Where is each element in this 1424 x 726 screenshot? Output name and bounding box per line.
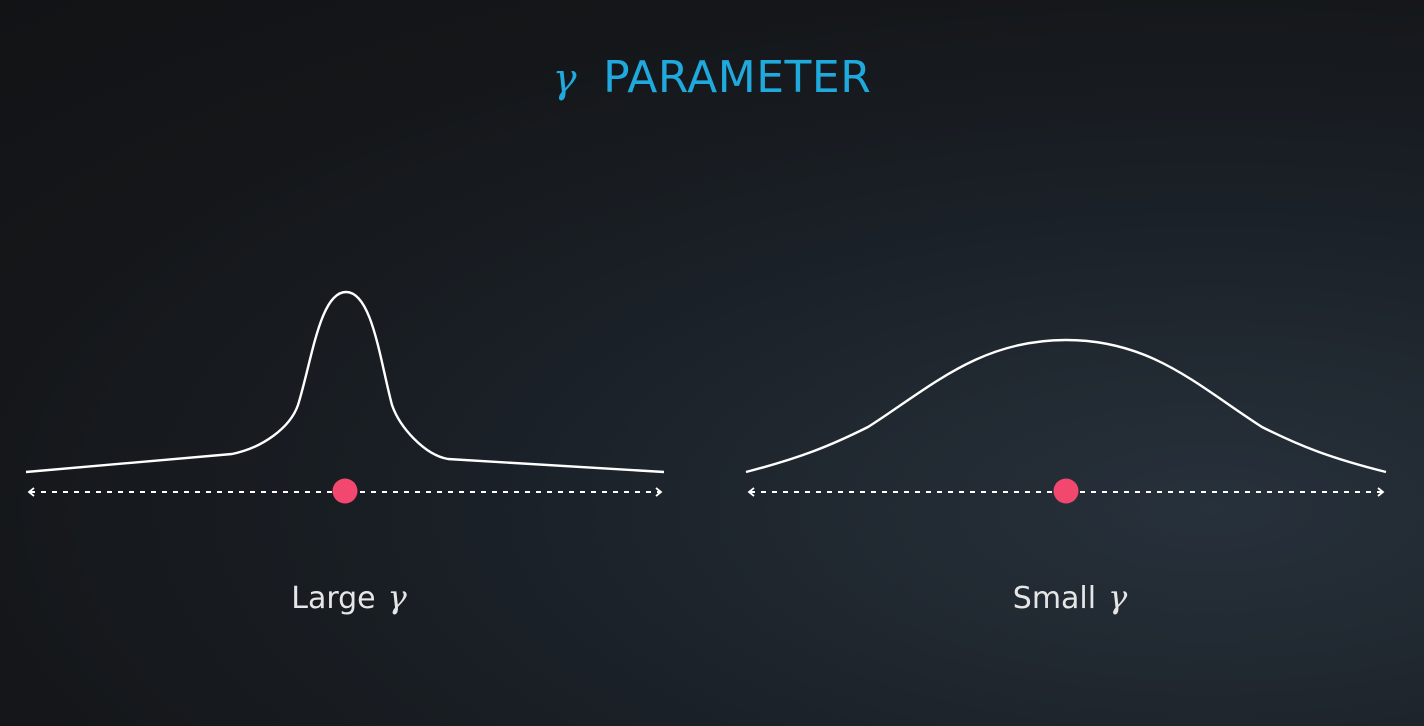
small-gamma-panel <box>745 338 1387 504</box>
wide-bell-curve <box>745 338 1387 474</box>
caption-small-gamma: Small γ <box>1013 578 1127 616</box>
title-text: PARAMETER <box>603 52 872 103</box>
large-gamma-panel <box>25 290 665 504</box>
caption-large-gamma: Large γ <box>291 578 407 616</box>
caption-gamma-symbol: γ <box>387 578 407 616</box>
narrow-bell-curve <box>25 290 665 474</box>
caption-label: Large <box>291 581 376 616</box>
caption-label: Small <box>1012 581 1097 616</box>
page-title: γ PARAMETER <box>0 52 1424 103</box>
caption-gamma-symbol: γ <box>1108 578 1128 616</box>
title-gamma-symbol: γ <box>552 56 578 102</box>
data-point <box>1053 478 1079 504</box>
data-point <box>332 478 358 504</box>
